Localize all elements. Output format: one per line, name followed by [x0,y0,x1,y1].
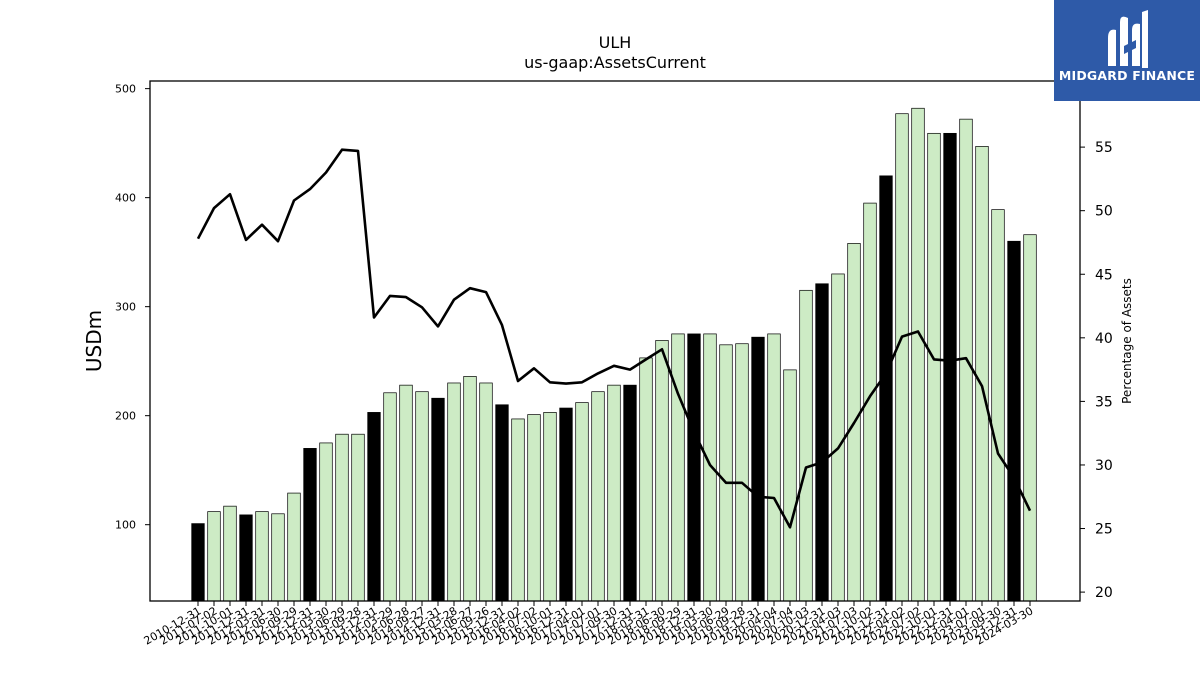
left-axis-ticks: 100 200 300 400 500 [115,83,150,532]
line-series [196,148,1032,529]
bar-2014-09-27 [415,391,429,602]
bar-2018-12-31 [687,333,701,602]
y2-tick-label: 20 [1095,585,1113,601]
bar-2023-12-31 [1007,240,1021,602]
y2-tick-label: 50 [1095,204,1113,220]
y2-tick-label: 35 [1095,394,1113,410]
chart-title: ULH [599,33,632,52]
bar-2011-07-02 [207,511,221,602]
bar-2018-09-29 [671,333,685,602]
bar-2021-04-03 [831,273,845,602]
bar-2020-04-04 [767,333,781,602]
y2-tick-label: 40 [1095,331,1113,347]
bar-2016-10-01 [543,412,557,602]
bar-2013-09-28 [351,433,365,602]
bar-2013-12-31 [367,412,381,602]
bar-2023-09-30 [991,209,1005,602]
bar-2022-10-01 [927,132,941,602]
bar-2013-06-29 [335,433,349,602]
bar-2015-03-28 [447,382,461,602]
bar-2019-12-31 [751,336,765,602]
bar-2014-03-29 [383,392,397,602]
bar-2020-12-31 [815,283,829,602]
bar-2012-06-30 [271,513,285,602]
y-tick-label: 100 [115,519,136,532]
y2-tick-label: 30 [1095,458,1113,474]
bar-2023-07-01 [975,146,989,602]
y2-axis-label: Percentage of Assets [1120,278,1134,404]
y-tick-label: 500 [115,83,136,96]
y-tick-label: 200 [115,410,136,423]
bar-2010-12-31 [191,523,205,602]
y-tick-label: 400 [115,192,136,205]
bar-2017-07-01 [591,391,605,602]
bar-2017-09-30 [607,384,621,602]
bar-2022-04-02 [895,113,909,602]
y-axis-label: USDm [82,310,106,372]
bar-2016-07-02 [527,414,541,602]
midgard-m-logo-icon [1108,10,1148,68]
plot-frame [149,80,1081,602]
bar-2016-04-02 [511,418,525,602]
bar-2015-06-27 [463,376,477,602]
bar-2016-12-31 [559,407,573,602]
bar-2014-06-28 [399,384,413,602]
bar-2019-03-30 [703,333,717,602]
bar-2022-12-31 [943,132,957,602]
bar-2024-03-30 [1023,234,1037,602]
bar-2017-12-31 [623,384,637,602]
bar-2014-12-31 [431,397,445,602]
bar-2018-03-31 [639,357,653,602]
bar-2013-03-30 [319,442,333,602]
bar-2015-12-31 [495,404,509,602]
bar-2020-10-03 [799,289,813,602]
bar-2021-12-31 [879,175,893,602]
bar-2019-09-28 [735,343,749,602]
bar-2012-12-31 [303,448,317,602]
right-axis-ticks: 20 25 30 35 40 45 50 55 [1080,140,1113,601]
y-tick-label: 300 [115,301,136,314]
x-axis-ticks: 2010-12-312011-07-022011-10-012011-12-31… [142,601,1036,648]
midgard-finance-logo: MIDGARD FINANCE [1054,0,1200,101]
chart-subtitle: us-gaap:AssetsCurrent [524,53,706,72]
y2-tick-label: 25 [1095,522,1113,538]
bar-2015-09-26 [479,382,493,602]
bar-2012-03-31 [255,511,269,602]
bar-2022-07-02 [911,107,925,602]
y2-tick-label: 45 [1095,267,1113,283]
bar-2011-10-01 [223,505,237,602]
bar-2019-06-29 [719,344,733,602]
logo-text: MIDGARD FINANCE [1058,68,1196,83]
bar-2012-09-29 [287,492,301,602]
y2-tick-label: 55 [1095,140,1113,156]
percentage-line [196,148,1032,529]
bar-2011-12-31 [239,514,253,602]
bar-2017-04-01 [575,402,589,602]
bar-2020-07-04 [783,369,797,602]
bar-2018-06-30 [655,340,669,602]
